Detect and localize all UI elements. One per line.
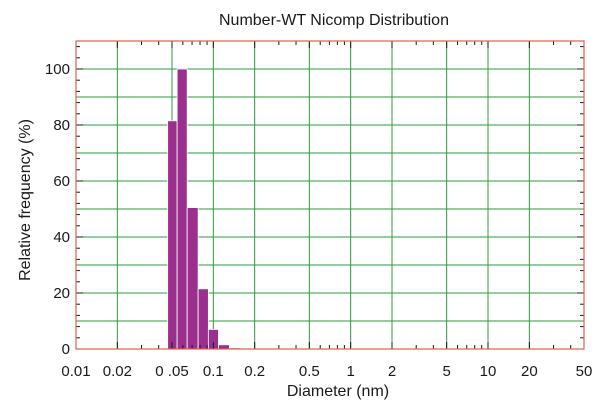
x-tick-labels: 0.01 0.02 0 .05 0.1 0.2 0.5 1 2 5 10 20 50 — [61, 363, 592, 380]
histogram-bar — [176, 68, 188, 350]
chart-title: Number-WT Nicomp Distribution — [219, 12, 449, 29]
ticks — [75, 41, 585, 350]
x-tick-label: 2 — [388, 363, 396, 380]
x-tick-label: 0.2 — [244, 363, 265, 380]
x-tick-label: 1 — [346, 363, 354, 380]
x-tick-label: 5 — [442, 363, 450, 380]
y-tick-label: 80 — [53, 117, 70, 134]
x-tick-label: 0.01 — [61, 363, 90, 380]
y-tick-label: 60 — [53, 173, 70, 190]
plot-frame — [75, 40, 585, 350]
y-axis-label: Relative frequency (%) — [17, 119, 34, 281]
x-tick-label: 0.5 — [299, 363, 320, 380]
x-axis-label: Diameter (nm) — [287, 383, 389, 400]
x-tick-label: 20 — [521, 363, 538, 380]
x-tick-label: 10 — [480, 363, 497, 380]
y-tick-label: 20 — [53, 285, 70, 302]
x-tick-label: 50 — [576, 363, 593, 380]
histogram-bar — [197, 288, 209, 350]
x-tick-label: 0.02 — [103, 363, 132, 380]
histogram-bar — [167, 120, 178, 350]
histogram-bar — [186, 207, 199, 350]
y-tick-labels: 0 20 40 60 80 100 — [45, 61, 70, 358]
gridlines — [76, 41, 584, 349]
y-tick-label: 0 — [62, 341, 70, 358]
y-tick-label: 100 — [45, 61, 70, 78]
histogram-bar — [218, 344, 230, 350]
x-tick-label: 0.1 — [203, 363, 224, 380]
x-tick-label: 0 .05 — [155, 363, 188, 380]
y-tick-label: 40 — [53, 229, 70, 246]
